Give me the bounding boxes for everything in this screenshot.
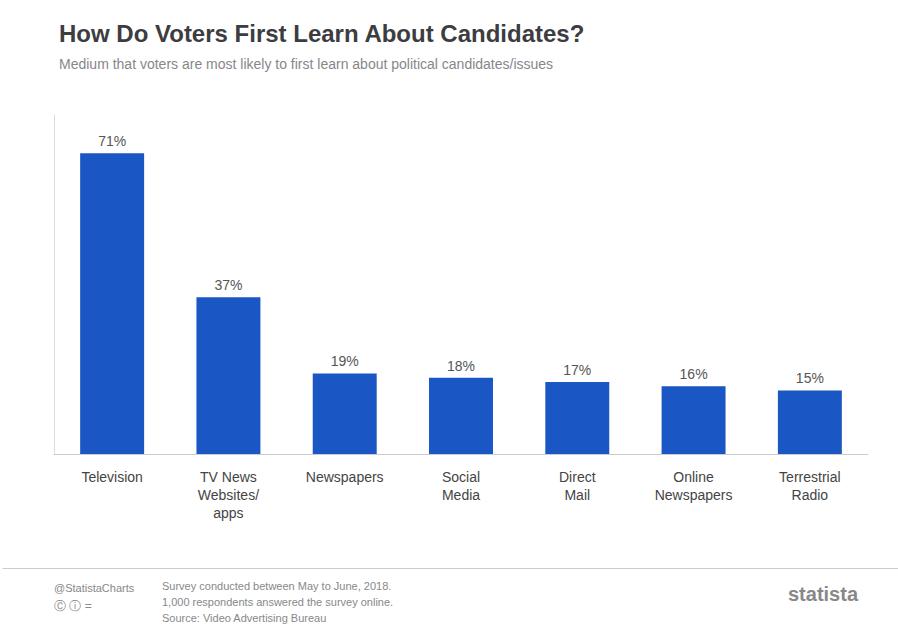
svg-text:@StatistaCharts: @StatistaCharts — [54, 582, 135, 594]
svg-text:Websites/: Websites/ — [198, 487, 259, 503]
svg-text:apps: apps — [213, 505, 243, 521]
svg-text:15%: 15% — [796, 370, 824, 386]
svg-text:TV News: TV News — [200, 469, 257, 485]
svg-text:Survey conducted between May t: Survey conducted between May to June, 20… — [162, 580, 391, 592]
svg-text:Newspapers: Newspapers — [655, 487, 733, 503]
svg-text:71%: 71% — [98, 133, 126, 149]
svg-text:Online: Online — [673, 469, 714, 485]
svg-text:How Do Voters First Learn Abou: How Do Voters First Learn About Candidat… — [59, 20, 584, 47]
svg-text:37%: 37% — [214, 277, 242, 293]
svg-text:16%: 16% — [680, 366, 708, 382]
svg-text:1,000 respondents answered the: 1,000 respondents answered the survey on… — [162, 596, 393, 608]
svg-text:Direct: Direct — [559, 469, 596, 485]
svg-text:Medium that voters are most li: Medium that voters are most likely to fi… — [59, 56, 553, 72]
svg-text:Ⓒ ⓘ =: Ⓒ ⓘ = — [54, 599, 92, 613]
svg-text:Social: Social — [442, 469, 480, 485]
svg-text:statista: statista — [788, 583, 859, 605]
svg-text:17%: 17% — [563, 362, 591, 378]
svg-text:Radio: Radio — [792, 487, 829, 503]
svg-text:Television: Television — [81, 469, 142, 485]
svg-text:Media: Media — [442, 487, 480, 503]
svg-text:Mail: Mail — [564, 487, 590, 503]
svg-text:Source: Video Advertising Bure: Source: Video Advertising Bureau — [162, 612, 326, 624]
svg-text:Terrestrial: Terrestrial — [779, 469, 840, 485]
svg-text:18%: 18% — [447, 358, 475, 374]
svg-text:19%: 19% — [331, 353, 359, 369]
svg-text:Newspapers: Newspapers — [306, 469, 384, 485]
